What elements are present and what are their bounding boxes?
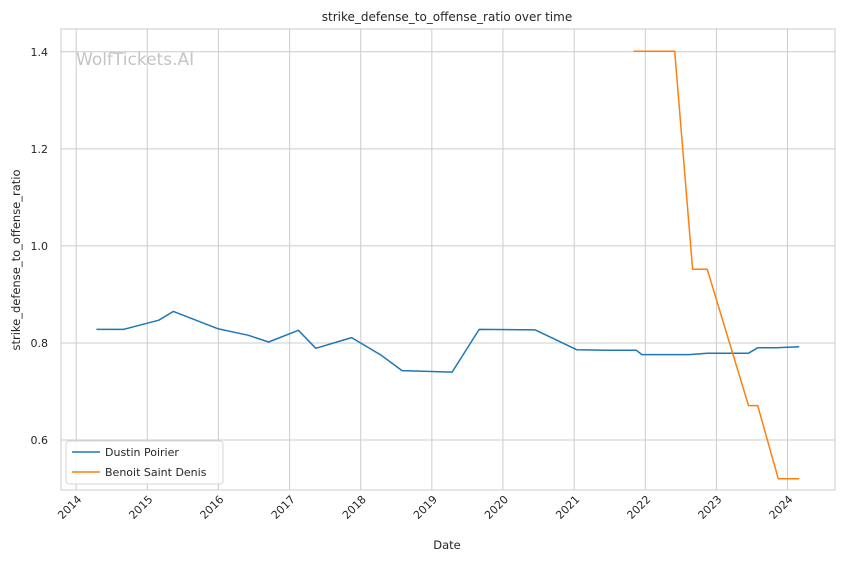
chart-title: strike_defense_to_offense_ratio over tim… xyxy=(322,10,572,24)
x-axis-label: Date xyxy=(433,538,461,552)
y-tick-labels: 0.6 0.8 1.0 1.2 1.4 xyxy=(31,46,49,447)
y-tick-label: 0.8 xyxy=(31,337,49,350)
y-tick-label: 1.2 xyxy=(31,143,49,156)
grid xyxy=(61,29,835,490)
y-tick-label: 1.0 xyxy=(31,240,49,253)
plot-area-border xyxy=(60,28,836,491)
x-tick-labels: 2014 2015 2016 2017 2018 2019 2020 2021 2022 2023… xyxy=(55,493,795,522)
y-tick-label: 0.6 xyxy=(31,434,49,447)
y-tick-label: 1.4 xyxy=(31,46,49,59)
legend-label-1: Dustin Poirier xyxy=(105,446,179,459)
legend: Dustin Poirier Benoit Saint Denis xyxy=(65,440,224,485)
series-lines xyxy=(96,50,800,480)
y-axis-label: strike_defense_to_offense_ratio xyxy=(9,169,23,350)
series-line-1 xyxy=(96,310,800,373)
legend-box xyxy=(65,440,224,485)
series-line-2 xyxy=(633,50,800,480)
watermark: WolfTickets.AI xyxy=(76,50,194,70)
legend-label-2: Benoit Saint Denis xyxy=(105,466,207,479)
